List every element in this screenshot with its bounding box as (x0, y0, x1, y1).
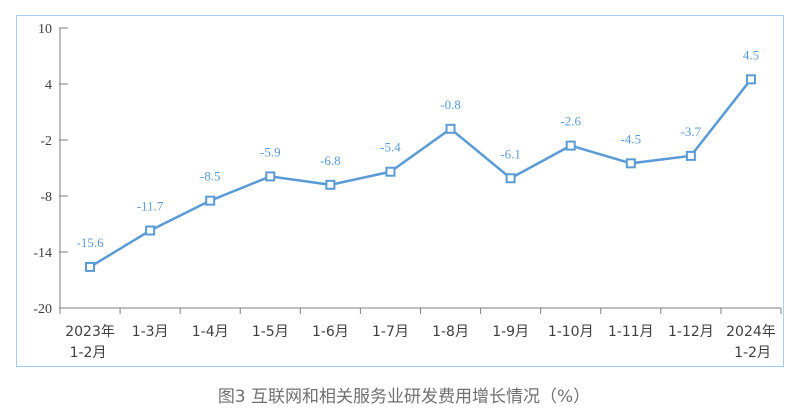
data-point (265, 171, 276, 182)
x-tick-label: 1-6月 (312, 324, 349, 340)
data-label: -11.7 (137, 199, 164, 214)
x-tick-label: 1-5月 (252, 324, 289, 340)
y-tick-label: -8 (40, 190, 52, 205)
x-tick-label: 2024年 (726, 324, 776, 340)
y-tick-label: 4 (45, 78, 52, 93)
y-tick-label: -2 (40, 134, 52, 149)
data-label: -6.1 (500, 146, 521, 161)
x-tick-label: 1-4月 (192, 324, 229, 340)
data-point (685, 150, 696, 161)
y-tick-label: -20 (33, 302, 52, 317)
y-tick-label: 10 (38, 22, 52, 37)
data-point (625, 158, 636, 169)
data-label: -15.6 (76, 235, 104, 250)
data-point (145, 225, 156, 236)
data-label: -4.5 (620, 131, 641, 146)
data-label: -3.7 (681, 124, 702, 139)
x-tick-label: 1-8月 (432, 324, 469, 340)
x-tick-label: 1-12月 (668, 324, 714, 340)
x-tick-label: 1-2月 (734, 345, 771, 361)
x-tick-label: 1-11月 (608, 324, 654, 340)
data-label: -0.8 (440, 97, 461, 112)
data-point (505, 173, 516, 184)
data-point (745, 74, 756, 85)
data-label: -8.5 (200, 169, 221, 184)
y-tick-label: -14 (33, 246, 52, 261)
data-point (205, 195, 216, 206)
chart-frame (16, 15, 784, 367)
data-label: -2.6 (560, 114, 581, 129)
data-point (325, 179, 336, 190)
data-point (565, 140, 576, 151)
x-tick-label: 1-7月 (372, 324, 409, 340)
data-point (385, 166, 396, 177)
data-label: -5.4 (380, 140, 401, 155)
data-point (445, 123, 456, 134)
data-label: 4.5 (743, 47, 759, 62)
series-line (89, 78, 752, 269)
data-label: -6.8 (320, 153, 341, 168)
data-label: -5.9 (260, 144, 281, 159)
data-point (85, 261, 96, 272)
chart-title: 图3 互联网和相关服务业研发费用增长情况（%） (217, 387, 591, 407)
x-tick-label: 1-9月 (492, 324, 529, 340)
x-tick-label: 1-10月 (548, 324, 594, 340)
x-tick-label: 1-3月 (132, 324, 169, 340)
x-tick-label: 1-2月 (70, 345, 107, 361)
x-tick-label: 2023年 (65, 324, 115, 340)
